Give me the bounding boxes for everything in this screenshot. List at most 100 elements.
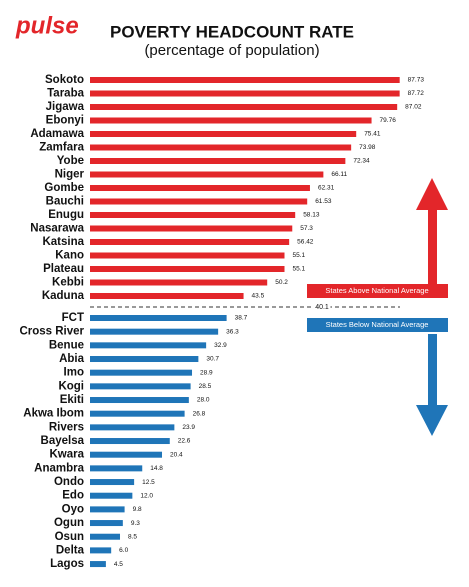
value-label: 28.9 xyxy=(200,369,213,376)
bar xyxy=(90,397,189,404)
bar xyxy=(90,410,185,417)
value-label: 28.0 xyxy=(197,397,210,404)
annotation: States Below National Average xyxy=(326,320,429,329)
category-label: Imo xyxy=(64,367,84,379)
bar xyxy=(90,520,123,527)
bar xyxy=(90,77,400,83)
category-label: Lagos xyxy=(50,558,84,570)
value-label: 57.3 xyxy=(300,225,313,232)
category-label: Enugu xyxy=(48,209,84,221)
bar xyxy=(90,117,372,124)
category-label: Oyo xyxy=(62,503,84,515)
value-label: 9.3 xyxy=(131,520,140,527)
value-label: 50.2 xyxy=(275,279,288,286)
bar xyxy=(90,383,191,390)
value-label: 58.13 xyxy=(303,212,320,219)
bar xyxy=(90,293,244,299)
bar xyxy=(90,561,106,568)
bar xyxy=(90,90,400,97)
bar xyxy=(90,185,310,191)
value-label: 23.9 xyxy=(182,424,195,431)
value-label: 55.1 xyxy=(293,252,306,259)
value-label: 8.5 xyxy=(128,533,137,540)
category-label: Bauchi xyxy=(46,196,84,208)
value-label: 72.34 xyxy=(353,158,370,165)
category-label: Cross River xyxy=(19,326,84,338)
value-label: 30.7 xyxy=(206,356,219,363)
category-label: FCT xyxy=(62,312,84,324)
value-label: 87.73 xyxy=(408,77,425,84)
value-label: 43.5 xyxy=(252,293,265,300)
category-label: Kebbi xyxy=(52,277,84,289)
bar xyxy=(90,356,199,363)
category-label: Benue xyxy=(49,339,84,351)
bar xyxy=(90,266,285,272)
bar xyxy=(90,158,346,164)
bar xyxy=(90,212,296,218)
up-arrow xyxy=(416,178,448,285)
category-label: Ekiti xyxy=(60,394,84,406)
value-label: 87.72 xyxy=(408,90,425,97)
value-label: 28.5 xyxy=(199,383,212,390)
category-label: Taraba xyxy=(47,88,84,100)
category-label: Plateau xyxy=(43,263,84,275)
category-label: Anambra xyxy=(34,462,84,474)
category-label: Yobe xyxy=(57,155,84,167)
value-label: 9.8 xyxy=(133,506,142,513)
national-average-label: 40.1 xyxy=(315,304,329,311)
category-label: Kaduna xyxy=(42,290,85,302)
category-label: Adamawa xyxy=(30,128,84,140)
bar xyxy=(90,315,227,321)
category-label: Ogun xyxy=(54,517,84,529)
bar xyxy=(90,225,293,232)
category-label: Nasarawa xyxy=(30,223,84,235)
value-label: 66.11 xyxy=(331,171,347,178)
value-label: 61.53 xyxy=(315,198,332,205)
value-label: 87.02 xyxy=(405,104,422,111)
bar xyxy=(90,479,135,486)
category-label: Abia xyxy=(59,353,85,365)
value-label: 55.1 xyxy=(293,266,306,273)
bar xyxy=(90,104,398,110)
value-label: 79.76 xyxy=(380,117,397,124)
bar xyxy=(90,492,133,499)
category-label: Kano xyxy=(55,250,84,262)
value-label: 75.41 xyxy=(364,131,381,138)
value-label: 4.5 xyxy=(114,561,123,568)
value-label: 12.5 xyxy=(142,479,155,486)
value-label: 32.9 xyxy=(214,342,227,349)
value-label: 36.3 xyxy=(226,328,239,335)
category-label: Gombe xyxy=(44,182,84,194)
category-label: Edo xyxy=(62,490,84,502)
bar xyxy=(90,451,163,458)
annotation-box xyxy=(307,284,448,298)
down-arrow xyxy=(416,334,448,436)
category-label: Niger xyxy=(55,169,85,181)
annotation: States Above National Average xyxy=(325,286,428,295)
category-label: Katsina xyxy=(42,236,84,248)
category-label: Bayelsa xyxy=(41,435,85,447)
value-label: 62.31 xyxy=(318,185,335,192)
category-label: Sokoto xyxy=(45,74,84,86)
chart-subtitle: (percentage of population) xyxy=(144,42,319,59)
bar xyxy=(90,328,219,335)
bar xyxy=(90,171,324,178)
value-label: 38.7 xyxy=(235,315,248,322)
logo: pulse xyxy=(15,12,79,39)
bar xyxy=(90,465,143,472)
bar xyxy=(90,239,290,245)
value-label: 14.8 xyxy=(150,465,163,472)
category-label: Ebonyi xyxy=(46,115,84,127)
category-label: Ondo xyxy=(54,476,84,488)
bar xyxy=(90,547,112,554)
category-label: Zamfara xyxy=(39,142,84,154)
bar xyxy=(90,533,121,540)
bar xyxy=(90,438,170,445)
bar xyxy=(90,144,352,151)
value-label: 6.0 xyxy=(119,547,128,554)
value-label: 12.0 xyxy=(140,492,153,499)
bar xyxy=(90,424,175,431)
category-label: Kogi xyxy=(58,380,84,392)
category-label: Delta xyxy=(56,544,85,556)
